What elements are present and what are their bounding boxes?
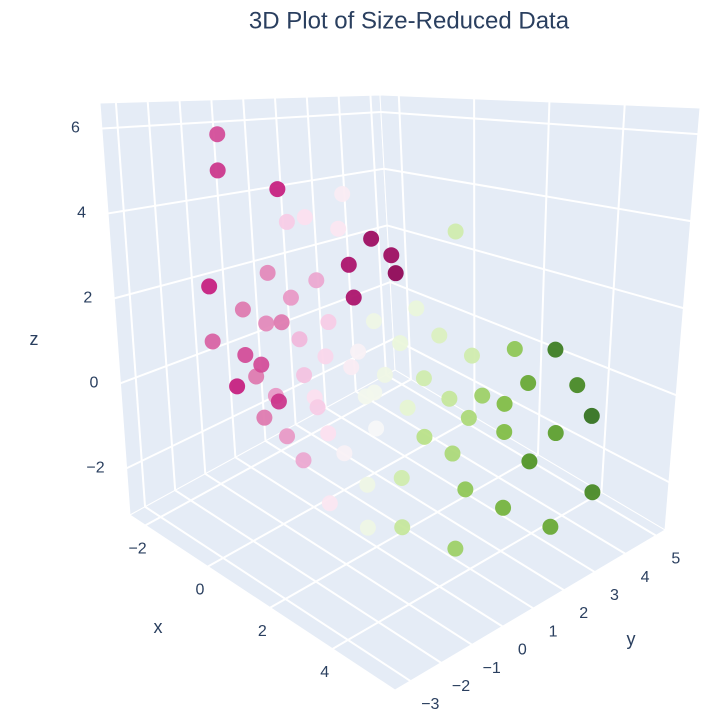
y-tick-label: 2 [579,605,588,622]
point [448,223,464,239]
y-tick-label: 0 [518,642,527,659]
point [260,265,276,281]
point [388,265,404,281]
point [235,302,251,318]
point [368,421,384,437]
point [229,378,245,394]
z-tick-label: −2 [86,459,104,476]
point [377,367,393,383]
point [274,314,290,330]
x-tick-label: 0 [195,582,204,599]
point [210,162,226,178]
point [445,446,461,462]
z-tick-label: 4 [77,205,86,222]
x-tick-label: 2 [258,623,267,640]
point [363,231,379,247]
point [584,408,600,424]
y-tick-label: −1 [483,660,501,677]
y-tick-label: 5 [671,551,680,568]
point [461,410,477,426]
point [584,484,600,500]
point [457,481,473,497]
z-tick-label: 6 [71,120,80,137]
point [474,388,490,404]
point [330,221,346,237]
point [279,428,295,444]
y-tick-label: −3 [421,696,439,713]
point [507,341,523,357]
point [322,495,338,511]
point [520,375,536,391]
point [359,477,375,493]
point [320,314,336,330]
point [279,214,295,230]
point [283,290,299,306]
point [441,391,457,407]
point [383,247,399,263]
point [201,278,217,294]
point [496,424,512,440]
point [447,541,463,557]
point [308,272,324,288]
point [497,396,513,412]
point [256,410,272,426]
x-tick-label: 4 [320,664,329,681]
point [205,333,221,349]
point [394,470,410,486]
point [269,181,285,197]
y-tick-label: −2 [452,678,470,695]
point [317,348,333,364]
point [569,377,585,393]
y-tick-label: 3 [610,587,619,604]
point [253,357,269,373]
point [416,429,432,445]
z-tick-label: 2 [83,290,92,307]
point [295,452,311,468]
point [400,400,416,416]
point [346,290,362,306]
z-axis-title: z [30,329,39,349]
point [297,209,313,225]
point [548,425,564,441]
point [366,313,382,329]
point [392,335,408,351]
point [334,186,350,202]
chart-title: 3D Plot of Size-Reduced Data [249,7,570,34]
point [320,425,336,441]
y-axis-title: y [627,629,636,649]
point [296,367,312,383]
z-tick-label: 0 [90,375,99,392]
point [310,399,326,415]
point [258,315,274,331]
point [521,453,537,469]
point [271,393,287,409]
point [547,342,563,358]
point [336,445,352,461]
point [209,126,225,142]
point [408,300,424,316]
point [416,370,432,386]
point [343,359,359,375]
y-tick-label: 4 [641,569,650,586]
x-axis-title: x [154,617,163,637]
point [366,384,382,400]
point [291,331,307,347]
point [542,519,558,535]
point [341,257,357,273]
point [394,519,410,535]
point [495,500,511,516]
y-tick-label: 1 [549,623,558,640]
point [237,347,253,363]
point [360,520,376,536]
point [464,348,480,364]
point [350,344,366,360]
x-tick-label: −2 [128,541,146,558]
point [431,327,447,343]
